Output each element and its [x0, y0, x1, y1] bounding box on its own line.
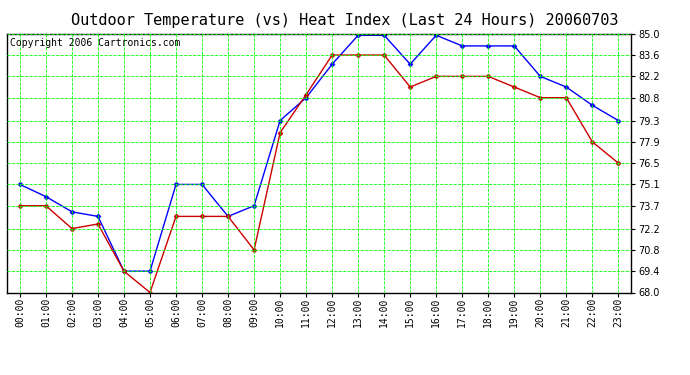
- Text: Copyright 2006 Cartronics.com: Copyright 2006 Cartronics.com: [10, 38, 180, 48]
- Text: Outdoor Temperature (vs) Heat Index (Last 24 Hours) 20060703: Outdoor Temperature (vs) Heat Index (Las…: [71, 13, 619, 28]
